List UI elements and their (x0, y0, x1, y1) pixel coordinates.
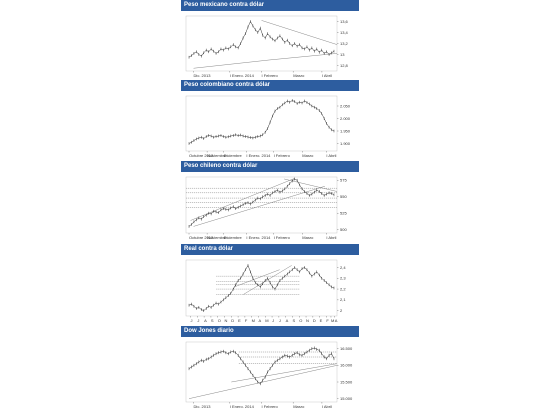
x-tick-label: D (313, 318, 316, 323)
y-tick-label: 13,2 (340, 41, 349, 46)
x-tick-label: A (286, 318, 289, 323)
x-tick-label: J (191, 318, 193, 323)
y-tick-label: 1.900 (340, 141, 351, 146)
y-tick-label: 2.050 (340, 103, 351, 108)
chart-clp: 575 550 525 500 Octubre 2013NoviembreDiciemb… (185, 176, 347, 240)
trend-line (234, 269, 280, 288)
x-tick-label: D (231, 318, 234, 323)
x-tick-label: N (225, 318, 228, 323)
x-tick-label: M (331, 318, 334, 323)
y-tick-label: 2.000 (340, 116, 351, 121)
plot-frame (185, 176, 338, 234)
trend-line (284, 178, 338, 192)
x-tick-label: Diciembre (224, 153, 243, 158)
y-tick-label: 15.000 (340, 396, 353, 401)
chart-panel-dji: Dow Jones diario 16.500 16.000 15.500 15.00… (181, 326, 359, 411)
trend-line (231, 363, 338, 383)
x-tick-label: O (218, 318, 221, 323)
x-tick-label: F (326, 318, 329, 323)
x-tick-label: I Enero. 2014 (230, 73, 255, 78)
x-tick-label: I Febrero (262, 73, 279, 78)
y-tick-label: 2,3 (340, 276, 346, 281)
x-tick-label: J (279, 318, 281, 323)
trend-line (261, 20, 338, 45)
y-tick-label: 13,6 (340, 19, 349, 24)
chart-panel-cop: Peso colombiano contra dólar 2.050 2.000 1… (181, 80, 359, 160)
y-tick-label: 13 (340, 52, 345, 57)
y-tick-label: 2,1 (340, 297, 346, 302)
x-tick-label: J (272, 318, 274, 323)
x-tick-label: M (265, 318, 268, 323)
x-tick-label: I Febrero (274, 153, 291, 158)
x-tick-label: Marzo (302, 153, 314, 158)
x-tick-label: M (252, 318, 255, 323)
trend-line (193, 53, 338, 69)
chart-cop: 2.050 2.000 1.950 1.900 Octubre 2013Noviembr… (185, 95, 351, 158)
plot-frame (185, 15, 338, 72)
chart-brl: 2,42,32,22,12J J A S O N D E F M A M J J A S O N D E F M A (185, 259, 346, 323)
y-tick-label: 525 (340, 211, 347, 216)
chart-title: Peso mexicano contra dólar (181, 0, 359, 11)
x-tick-label: A (204, 318, 207, 323)
chart-title: Peso colombiano contra dólar (181, 80, 359, 91)
x-tick-label: Diciembre (224, 235, 243, 240)
price-line (188, 20, 335, 58)
y-tick-label: 13,4 (340, 30, 349, 35)
y-tick-label: 15.500 (340, 379, 353, 384)
x-tick-label: N (306, 318, 309, 323)
price-line (188, 100, 335, 144)
x-tick-label: S (211, 318, 214, 323)
chart-title: Real contra dólar (181, 244, 359, 255)
x-tick-label: Noviembre (207, 153, 227, 158)
x-tick-label: Marzo (293, 73, 305, 78)
x-tick-label: I Abril (326, 235, 336, 240)
plot-frame (185, 95, 338, 152)
y-tick-label: 575 (340, 178, 347, 183)
y-tick-label: 500 (340, 227, 347, 232)
x-tick-label: I Abril (326, 153, 336, 158)
x-tick-label: I Febrero (274, 235, 291, 240)
y-tick-label: 1.950 (340, 128, 351, 133)
chart-title: Peso chileno contra dólar (181, 161, 359, 172)
trend-line (190, 178, 295, 221)
y-tick-label: 12,8 (340, 63, 349, 68)
y-tick-label: 16.000 (340, 363, 353, 368)
x-tick-label: Octubre 2013 (189, 153, 214, 158)
x-tick-label: Octubre 2013 (189, 235, 214, 240)
chart-mxn: 13,6 13,4 13,2 13 12,8 Dic. 2013 I Enero. 2014… (185, 15, 349, 78)
x-tick-label: A (258, 318, 261, 323)
chart-panel-brl: Real contra dólar 2,4 2,3 2,2 2,1 2 J J A S O N D E F… (181, 244, 359, 325)
price-line (188, 264, 335, 311)
y-tick-label: 550 (340, 194, 347, 199)
x-tick-label: S (292, 318, 295, 323)
x-tick-label: O (299, 318, 302, 323)
x-tick-label: J (197, 318, 199, 323)
y-tick-label: 2 (340, 308, 343, 313)
x-tick-label: Noviembre (207, 235, 227, 240)
trend-line (243, 265, 292, 295)
x-tick-label: I Abril (322, 73, 332, 78)
price-line (188, 347, 335, 385)
plot-frame (185, 341, 338, 403)
x-tick-label: Dic. 2013 (194, 73, 212, 78)
y-tick-label: 2,4 (340, 265, 346, 270)
y-tick-label: 16.500 (340, 346, 353, 351)
y-tick-label: 2,2 (340, 286, 346, 291)
x-tick-label: Marzo (302, 235, 314, 240)
chart-panel-clp: Peso chileno contra dólar 575 550 525 500 Oc… (181, 161, 359, 242)
x-tick-label: E (320, 318, 323, 323)
x-tick-label: E (238, 318, 241, 323)
x-tick-label: A (335, 318, 338, 323)
chart-panel-mxn: Peso mexicano contra dólar 13,6 13,4 13,2 1… (181, 0, 359, 80)
price-line (188, 178, 335, 227)
x-tick-label: I Enero. 2014 (246, 235, 271, 240)
x-tick-label: I Enero. 2014 (246, 153, 271, 158)
x-tick-label: F (245, 318, 248, 323)
trend-line (188, 365, 338, 399)
chart-title: Dow Jones diario (181, 326, 359, 337)
